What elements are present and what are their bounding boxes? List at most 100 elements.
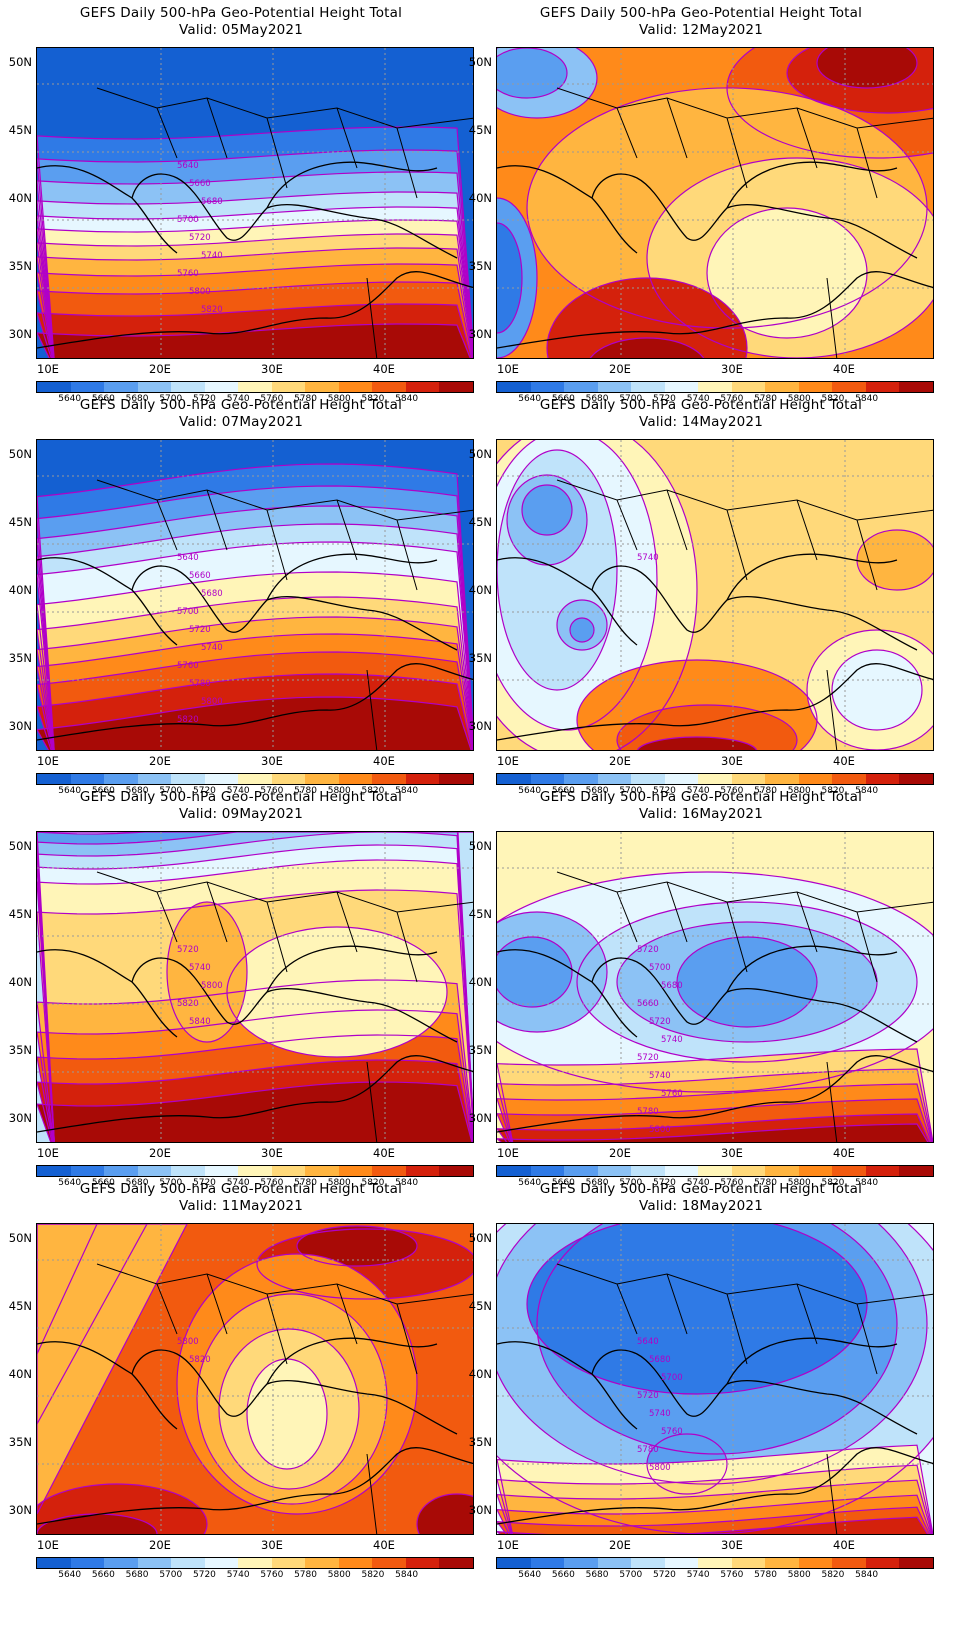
contour-line — [37, 571, 473, 750]
lat-tick-label: 50N — [468, 447, 492, 461]
colorbar-label: 5700 — [619, 1178, 643, 1188]
colorbar-swatch — [238, 1166, 272, 1176]
coastline — [497, 1337, 933, 1525]
colorbar-swatch — [37, 382, 71, 392]
contour-line — [37, 832, 473, 1142]
lon-tick-label: 40E — [373, 362, 395, 376]
colorbar-label: 5840 — [395, 1178, 419, 1188]
contour-line — [37, 673, 473, 750]
colorbar — [496, 1165, 934, 1177]
height-contour-svg — [497, 48, 933, 358]
contour-line — [521, 484, 573, 536]
contour-label: 5720 — [637, 945, 659, 955]
contour-line — [166, 901, 248, 1043]
contour-label: 5740 — [649, 1409, 671, 1419]
contour-label: 5660 — [189, 571, 211, 581]
panel-valid-date: Valid: 11May2021 — [178, 1198, 303, 1214]
colorbar-label: 5720 — [193, 1570, 216, 1580]
contour-line — [497, 1506, 931, 1534]
lon-tick-label: 30E — [261, 754, 283, 768]
colorbar-swatch — [865, 382, 900, 392]
contour-line — [497, 1479, 933, 1534]
colorbar-swatch — [631, 1166, 665, 1176]
colorbar-swatch — [372, 382, 406, 392]
map-panel: GEFS Daily 500-hPa Geo-Potential Height … — [0, 0, 482, 410]
colorbar-swatch — [271, 774, 306, 784]
colorbar-label: 5740 — [686, 1570, 710, 1580]
colorbar-label: 5680 — [125, 394, 149, 404]
colorbar-swatch — [865, 1166, 900, 1176]
colorbar-swatch — [305, 1558, 339, 1568]
colorbar-swatch — [899, 382, 933, 392]
colorbar-swatch — [731, 382, 766, 392]
colorbar-label: 5720 — [653, 786, 676, 796]
map-panel: GEFS Daily 500-hPa Geo-Potential Height … — [0, 392, 482, 802]
height-contour-svg: 5720570056805660572057405720574057605780… — [497, 832, 933, 1142]
colorbar-swatch — [698, 774, 732, 784]
contour-line — [497, 222, 523, 334]
colorbar-swatch — [564, 1558, 598, 1568]
lat-tick-label: 45N — [8, 1299, 32, 1313]
contour-line — [556, 599, 608, 651]
colorbar-label: 5840 — [395, 786, 419, 796]
colorbar-swatch — [597, 1558, 632, 1568]
colorbar-label: 5820 — [821, 1178, 845, 1188]
colorbar-swatch — [238, 1558, 272, 1568]
colorbar-swatch — [305, 774, 339, 784]
height-band — [637, 737, 757, 750]
lat-tick-label: 45N — [468, 123, 492, 137]
contour-label: 5640 — [177, 161, 199, 171]
contour-label: 5720 — [649, 1017, 671, 1027]
contour-line — [196, 1293, 388, 1505]
lon-tick-label: 20E — [149, 1538, 171, 1552]
colorbar — [496, 773, 934, 785]
country-borders — [96, 479, 473, 750]
coastline — [497, 553, 933, 741]
contour-line — [497, 197, 538, 358]
colorbar-swatch — [765, 774, 799, 784]
height-band — [37, 697, 472, 750]
lon-tick-label: 40E — [833, 754, 855, 768]
lat-tick-label: 45N — [8, 907, 32, 921]
colorbar-swatch — [238, 774, 272, 784]
contour-label: 5740 — [637, 553, 659, 563]
contour-line — [831, 649, 923, 731]
contour-line — [806, 629, 933, 750]
colorbar-label: 5720 — [193, 786, 216, 796]
colorbar-label: 5840 — [855, 1570, 879, 1580]
colorbar-label: 5700 — [159, 1570, 183, 1580]
contour-label: 5820 — [189, 1355, 211, 1365]
colorbar-swatch — [439, 1166, 473, 1176]
colorbar — [496, 381, 934, 393]
colorbar-swatch — [405, 382, 440, 392]
contour-line — [37, 1059, 473, 1142]
contour-line — [37, 149, 473, 358]
coastline — [37, 161, 473, 349]
height-band — [497, 223, 522, 333]
contour-label: 5680 — [649, 1355, 671, 1365]
contour-line — [37, 832, 473, 1142]
contour-label: 5780 — [189, 679, 211, 689]
colorbar-label: 5760 — [260, 394, 284, 404]
lat-tick-label: 35N — [468, 1435, 492, 1449]
colorbar-swatch — [171, 1166, 205, 1176]
lon-tick-label: 20E — [609, 754, 631, 768]
contour-line — [497, 871, 933, 1093]
contour-label: 5720 — [189, 625, 211, 635]
contour-line — [497, 449, 618, 691]
contour-label: 5760 — [661, 1427, 683, 1437]
colorbar-swatch — [70, 1558, 105, 1568]
lat-tick-label: 30N — [468, 1503, 492, 1517]
contour-label: 5660 — [637, 999, 659, 1009]
contour-line — [497, 1068, 933, 1142]
panel-title: GEFS Daily 500-hPa Geo-Potential Height … — [539, 397, 863, 413]
contour-label: 5700 — [177, 215, 199, 225]
lon-tick-label: 20E — [609, 1146, 631, 1160]
colorbar-label: 5720 — [193, 1178, 216, 1188]
contour-line — [37, 651, 473, 750]
colorbar-swatch — [765, 382, 799, 392]
contour-label: 5760 — [661, 1089, 683, 1099]
colorbar-swatch — [104, 1166, 138, 1176]
colorbar-swatch — [564, 382, 598, 392]
